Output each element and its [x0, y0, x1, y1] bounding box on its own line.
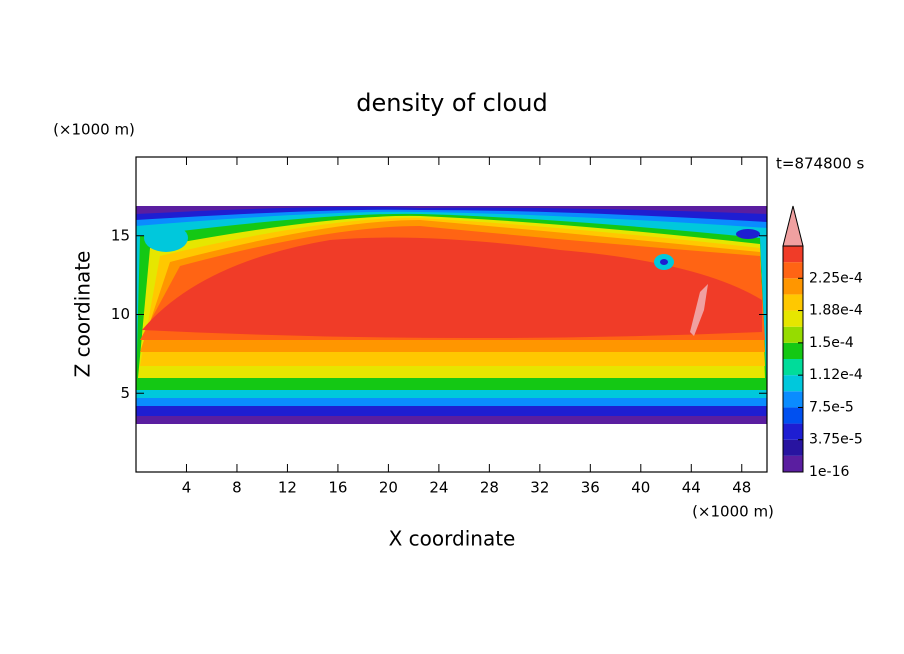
colorbar-tick-label: 1.12e-4: [809, 367, 863, 383]
y-axis-label: Z coordinate: [71, 251, 95, 378]
colorbar-tick-label: 1.5e-4: [809, 335, 854, 351]
colorbar-swatch: [783, 326, 803, 343]
colorbar-tick-label: 1.88e-4: [809, 303, 863, 319]
colorbar-extend: [782, 205, 804, 247]
y-tick-label: 10: [111, 305, 130, 323]
colorbar-swatch: [783, 439, 803, 456]
x-tick-label: 16: [328, 479, 347, 497]
x-axis-label: X coordinate: [389, 527, 516, 551]
x-unit: (×1000 m): [692, 503, 774, 521]
x-tick-label: 32: [530, 479, 549, 497]
colorbar-tick-label: 2.25e-4: [809, 270, 863, 286]
colorbar-swatch: [783, 407, 803, 424]
x-tick-label: 8: [232, 479, 242, 497]
x-tick-label: 24: [429, 479, 448, 497]
colorbar-tick-label: 1e-16: [809, 464, 849, 480]
x-tick-label: 20: [379, 479, 398, 497]
colorbar-swatch: [783, 294, 803, 311]
colorbar-swatch: [783, 359, 803, 376]
colorbar-swatch: [783, 423, 803, 440]
x-tick-label: 40: [631, 479, 650, 497]
y-tick-label: 5: [120, 384, 130, 402]
x-tick-label: 36: [581, 479, 600, 497]
colorbar-swatch: [783, 455, 803, 472]
colorbar-swatch: [783, 391, 803, 408]
x-tick-label: 4: [182, 479, 192, 497]
x-tick-label: 12: [278, 479, 297, 497]
x-tick-label: 44: [682, 479, 701, 497]
colorbar-swatch: [783, 375, 803, 392]
colorbar-swatch: [783, 278, 803, 295]
y-unit: (×1000 m): [53, 121, 135, 139]
colorbar-tick-label: 3.75e-5: [809, 432, 863, 448]
colorbar-swatch: [783, 342, 803, 359]
annotation: t=874800 s: [776, 155, 864, 173]
colorbar-swatch: [783, 246, 803, 263]
chart-title: density of cloud: [356, 89, 547, 117]
colorbar-swatch: [783, 310, 803, 327]
contour-field: [136, 206, 767, 424]
colorbar-swatch: [783, 262, 803, 279]
colorbar-frame: [782, 245, 804, 473]
colorbar-tick-label: 7.5e-5: [809, 399, 854, 415]
y-tick-label: 15: [111, 226, 130, 244]
x-tick-label: 28: [480, 479, 499, 497]
x-tick-label: 48: [732, 479, 751, 497]
